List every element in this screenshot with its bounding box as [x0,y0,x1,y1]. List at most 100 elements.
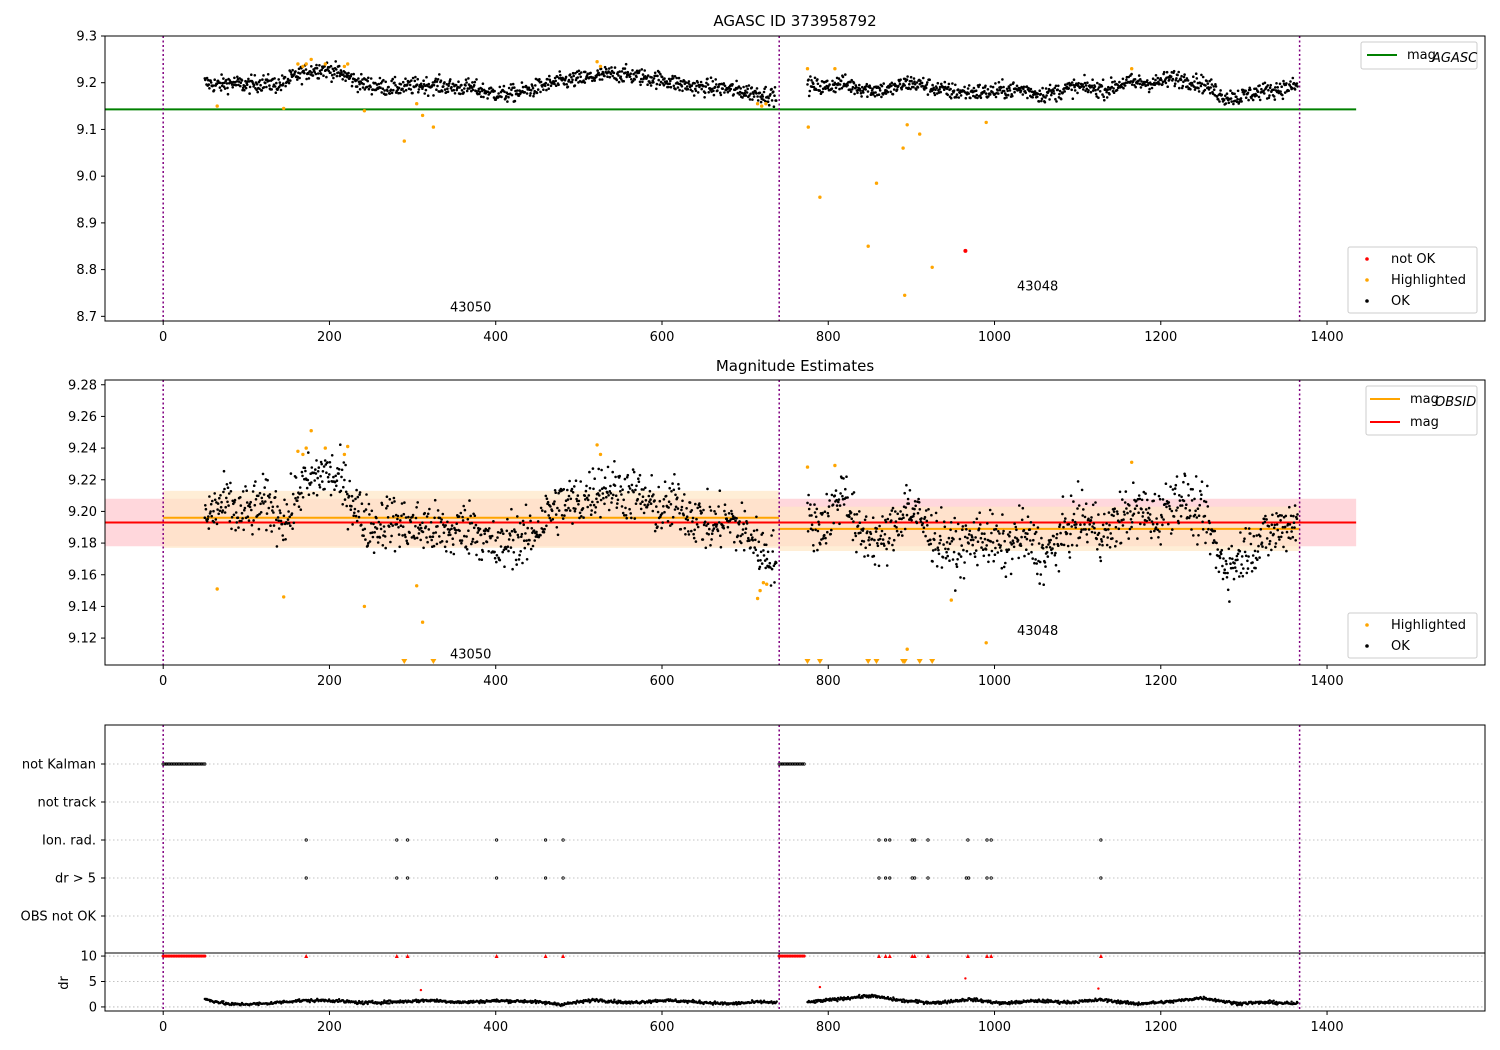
mag-est-ok-point [250,523,254,527]
dr-point [901,1000,904,1003]
mag-est-ok-point [1225,576,1229,579]
mag-est-highlighted-point [761,581,766,585]
mag-est-ok-point [616,502,619,505]
agasc-ok-point [742,85,745,89]
mag-est-ok-point [482,542,485,545]
mag-est-ok-point [306,478,310,482]
mag-est-ok-point [1144,492,1147,495]
agasc-ok-point [741,96,744,99]
mag-est-ok-point [417,532,421,535]
mag-est-ok-point [246,515,250,518]
mag-est-ok-point [1172,515,1176,518]
mag-est-ok-point [229,481,232,485]
mag-est-ok-point [716,529,720,533]
mag-est-ok-point [446,520,449,524]
mag-est-ok-point [513,528,516,531]
agasc-ok-point [599,67,603,71]
mag-est-ok-point [218,509,222,513]
mag-est-ok-point [614,494,618,498]
mag-est-ok-point [1170,509,1174,513]
agasc-ok-point [957,96,961,99]
agasc-ok-point [452,88,456,92]
agasc-ok-point [750,86,754,89]
mag-est-ok-point [691,520,694,523]
mag-est-ok-point [1161,498,1165,501]
agasc-ok-point [351,80,354,84]
mag-est-ok-point [262,502,265,505]
mag-est-ok-point [296,496,300,499]
agasc-ok-point [629,72,632,75]
mag-est-ok-point [563,503,567,507]
agasc-ok-point [1200,82,1204,85]
agasc-ok-point [1182,75,1186,79]
agasc-ok-point [317,77,321,80]
flag-point [785,762,790,766]
mag-est-ok-point [621,511,625,515]
mag-est-ok-point [859,543,863,546]
agasc-xtick-label: 1200 [1144,330,1177,345]
mag-est-ok-point [516,515,519,518]
mag-est-ok-point [1109,532,1112,535]
mag-est-ok-point [826,511,830,515]
agasc-ok-point [848,88,852,91]
mag-est-ok-point [1231,557,1234,561]
mag-est-ok-point [687,533,691,536]
mag-est-ok-point [926,524,929,527]
mag-est-ok-point [607,508,611,512]
agasc-ok-point [1108,93,1111,96]
mag-est-ok-point [1160,515,1164,519]
agasc-ok-point [391,77,395,81]
mag-est-ok-point [846,496,849,499]
mag-est-ok-point [315,493,319,497]
mag-est-ok-point [989,540,993,543]
agasc-ok-point [435,80,439,83]
mag-est-ok-point [906,497,910,501]
mag-est-ok-point [1026,515,1030,518]
agasc-ok-point [1036,92,1040,96]
mag-est-ok-point [643,503,646,507]
mag-est-ok-point [876,542,879,545]
mag-est-ok-point [734,519,737,522]
mag-est-ok-point [1260,541,1264,544]
agasc-ok-point [939,90,942,94]
agasc-ok-point [589,71,592,75]
agasc-ok-point [451,82,455,86]
agasc-ok-point [687,80,691,83]
agasc-ok-point [693,82,696,85]
mag-est-ok-point [314,472,318,475]
mag-est-highlighted-point [765,582,769,586]
agasc-ok-point [838,87,841,91]
mag-est-ok-point [633,517,637,520]
agasc-ok-point [1185,77,1189,80]
agasc-ok-point [1146,79,1149,82]
agasc-ok-point [850,78,853,82]
mag-est-ok-point [1243,537,1246,540]
mag-est-ok-point [1141,511,1145,514]
mag-est-ok-point [546,500,550,504]
mag-est-ok-point [432,544,436,548]
mag-est-ok-point [218,496,221,500]
mag-est-ok-point [260,496,264,500]
agasc-ok-point [1105,90,1108,94]
mag-est-ok-point [1007,548,1011,551]
agasc-ok-point [1255,94,1258,97]
mag-est-ok-point [396,514,400,518]
mag-est-ok-point [230,515,234,519]
mag-est-ok-point [1076,480,1080,483]
agasc-ok-point [940,82,943,86]
mag-est-ok-point [806,501,809,505]
mag-est-ok-point [571,522,574,525]
mag-est-ok-point [493,556,497,560]
mag-est-ok-point [1235,569,1238,573]
mag-est-ok-point [814,515,818,519]
agasc-ok-point [507,95,510,99]
mag-est-ok-point [582,516,585,519]
agasc-ok-point [598,73,601,77]
mag-est-ok-point [863,518,867,522]
agasc-ok-point [997,92,1000,95]
mag-est-ok-point [983,532,986,535]
mag-est-ok-point [1021,506,1025,510]
mag-est-ok-point [942,520,946,523]
mag-est-ok-point [345,504,349,508]
mag-est-ok-point [830,493,834,497]
